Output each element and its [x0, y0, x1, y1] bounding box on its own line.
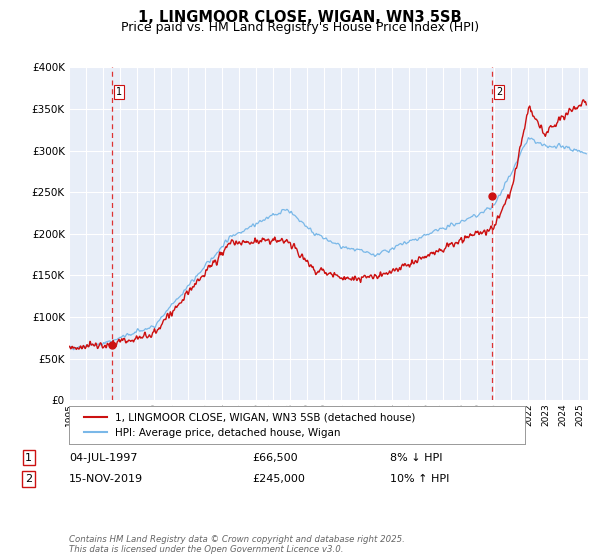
Text: 2: 2: [496, 87, 502, 97]
Text: 10% ↑ HPI: 10% ↑ HPI: [390, 474, 449, 484]
Text: 1: 1: [116, 87, 122, 97]
Text: £245,000: £245,000: [252, 474, 305, 484]
Text: £66,500: £66,500: [252, 452, 298, 463]
Text: Contains HM Land Registry data © Crown copyright and database right 2025.
This d: Contains HM Land Registry data © Crown c…: [69, 535, 405, 554]
Text: 1, LINGMOOR CLOSE, WIGAN, WN3 5SB: 1, LINGMOOR CLOSE, WIGAN, WN3 5SB: [138, 10, 462, 25]
Text: 8% ↓ HPI: 8% ↓ HPI: [390, 452, 443, 463]
Legend: 1, LINGMOOR CLOSE, WIGAN, WN3 5SB (detached house), HPI: Average price, detached: 1, LINGMOOR CLOSE, WIGAN, WN3 5SB (detac…: [79, 407, 421, 443]
Text: 15-NOV-2019: 15-NOV-2019: [69, 474, 143, 484]
Text: Price paid vs. HM Land Registry's House Price Index (HPI): Price paid vs. HM Land Registry's House …: [121, 21, 479, 34]
Text: 2: 2: [25, 474, 32, 484]
Text: 04-JUL-1997: 04-JUL-1997: [69, 452, 137, 463]
Text: 1: 1: [25, 452, 32, 463]
